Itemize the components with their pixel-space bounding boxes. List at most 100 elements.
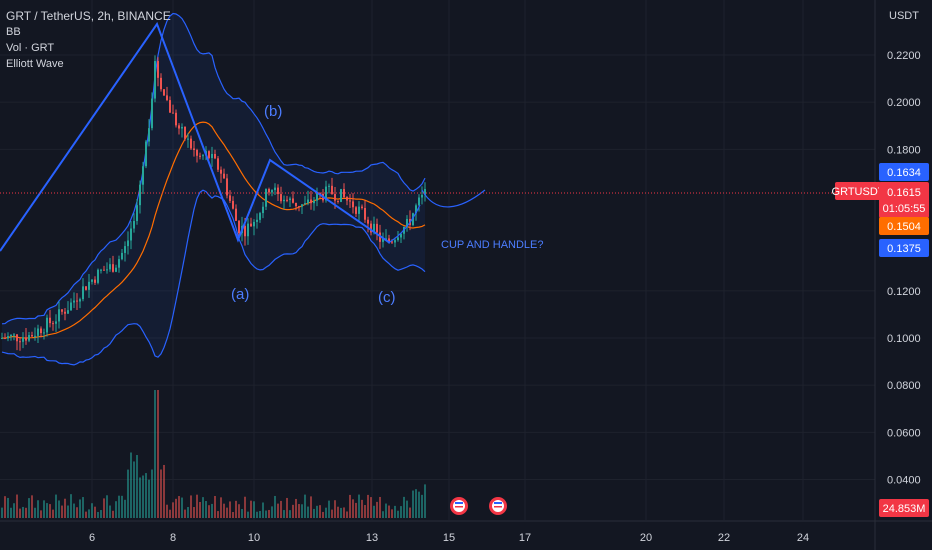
candle-body [43, 332, 45, 334]
volume-bar [214, 496, 216, 518]
candle-body [52, 323, 54, 325]
volume-bar [178, 496, 180, 518]
candle-body [58, 309, 60, 322]
volume-bar [286, 497, 288, 518]
volume-bar [373, 505, 375, 518]
price-axis[interactable]: USDT 0.2200 0.2000 0.1800 0.1200 0.1000 0.0800… [887, 10, 921, 487]
candle-body [124, 246, 126, 253]
candle-body [400, 233, 402, 238]
badge-volume-bg [879, 499, 929, 517]
volume-bar [295, 498, 297, 518]
candle-body [211, 153, 213, 159]
price-axis-tick: 0.1000 [887, 333, 921, 345]
volume-bar [67, 505, 69, 518]
price-axis-tick: 0.1800 [887, 144, 921, 156]
volume-bar [394, 505, 396, 518]
event-flag-icon [494, 506, 502, 508]
volume-bar [151, 469, 153, 518]
volume-bar [226, 507, 228, 518]
bb-fill [2, 13, 425, 365]
volume-bar [256, 511, 258, 518]
wave-line [0, 21, 391, 252]
candle-body [418, 197, 420, 206]
candle-body [352, 201, 354, 208]
volume-bar [121, 495, 123, 518]
candle-body [253, 221, 255, 227]
volume-bar [157, 390, 159, 518]
volume-bar [43, 500, 45, 518]
candle-body [295, 202, 297, 207]
candle-body [370, 223, 372, 233]
candle-body [34, 335, 36, 337]
volume-bar [7, 497, 9, 518]
volume-bar [292, 504, 294, 518]
volume-bar [376, 501, 378, 518]
candle-body [175, 112, 177, 126]
badge-bb-basis: 0.1504 [887, 221, 921, 233]
candle-body [373, 223, 375, 233]
volume-bar [406, 500, 408, 518]
candle-body [244, 225, 246, 237]
candle-body [67, 310, 69, 314]
volume-bar [130, 452, 132, 518]
indicator-elliott-wave[interactable]: Elliott Wave [6, 58, 64, 70]
volume-bar [424, 484, 426, 518]
candle-body [154, 61, 156, 99]
volume-bar [166, 504, 168, 518]
candle-body [208, 151, 210, 159]
candle-body [238, 220, 240, 234]
bb-lower-line [1, 189, 426, 366]
volume-bar [55, 494, 57, 518]
time-axis-tick: 15 [443, 532, 455, 544]
indicator-volume[interactable]: Vol · GRT [6, 42, 55, 54]
volume-bar [382, 511, 384, 518]
symbol-title[interactable]: GRT / TetherUS, 2h, BINANCE [6, 9, 171, 23]
candle-body [187, 138, 189, 140]
candle-body [280, 194, 282, 202]
candle-body [277, 187, 279, 195]
time-axis-tick: 6 [89, 532, 95, 544]
candle-body [232, 200, 234, 209]
badge-last-price-bg [879, 182, 929, 218]
time-axis[interactable]: 6 8 10 13 15 17 20 22 24 [89, 497, 809, 544]
candle-body [145, 141, 147, 167]
volume-bar [118, 495, 120, 518]
candle-body [226, 178, 228, 196]
volume-bar [208, 505, 210, 518]
volume-bar [313, 508, 315, 518]
volume-bar [388, 505, 390, 518]
volume-bar [34, 507, 36, 518]
volume-bar [253, 501, 255, 518]
volume-bar [283, 510, 285, 518]
price-axis-tick: 0.0600 [887, 427, 921, 439]
volume-bar [184, 509, 186, 518]
candle-body [289, 198, 291, 201]
volume-bar [199, 501, 201, 518]
volume-bar [364, 505, 366, 518]
candle-body [157, 61, 159, 78]
volume-bar [265, 510, 267, 518]
volume-bar [190, 495, 192, 518]
candle-body [304, 203, 306, 205]
candle-body [22, 337, 24, 342]
candle-body [55, 321, 57, 324]
volume-bar [115, 501, 117, 518]
volume-bar [154, 390, 156, 518]
volume-bar [229, 501, 231, 518]
volume-bar [349, 494, 351, 518]
volume-bar [1, 507, 3, 518]
volume-bar [340, 507, 342, 518]
candle-body [31, 335, 33, 337]
candle-body [28, 335, 30, 341]
candle-body [97, 269, 99, 283]
candle-body [73, 300, 75, 303]
volume-bar [409, 507, 411, 518]
volume-bar [127, 469, 129, 518]
volume-bar [25, 507, 27, 518]
indicator-bb[interactable]: BB [6, 26, 21, 38]
time-axis-tick: 10 [248, 532, 260, 544]
pattern-label: CUP AND HANDLE? [441, 239, 544, 251]
volume-bar [82, 497, 84, 518]
volume-bar [367, 494, 369, 518]
